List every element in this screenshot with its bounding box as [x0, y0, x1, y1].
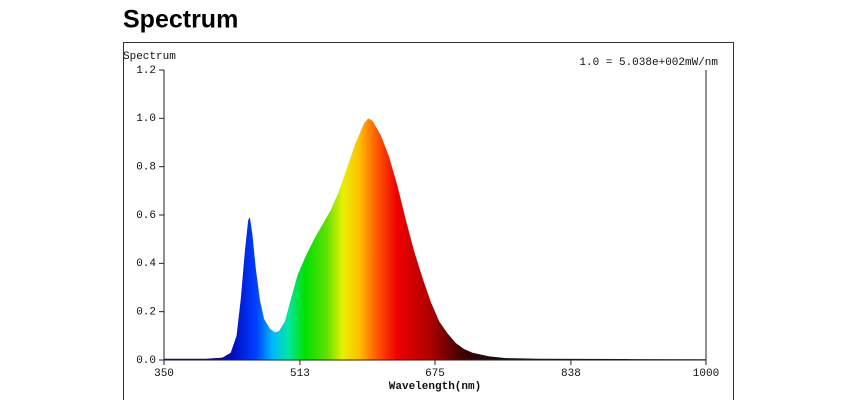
x-tick-label: 838 [561, 368, 581, 380]
x-axis-label: Wavelength(nm) [389, 381, 481, 393]
y-tick-label: 0.4 [136, 258, 156, 270]
y-tick-label: 1.0 [136, 113, 156, 125]
annotation: 1.0 = 5.038e+002mW/nm [579, 57, 718, 69]
spectrum-area [164, 118, 706, 360]
y-tick-label: 0.6 [136, 210, 156, 222]
y-tick-label: 1.2 [136, 65, 156, 77]
y-tick-label: 0.0 [136, 355, 156, 367]
plot-area: 0.0 0.2 0.4 0.6 0.8 1.0 1.2 350 513 675 838 1000 [136, 65, 719, 380]
y-tick-label: 0.2 [136, 307, 156, 319]
y-tick-label: 0.8 [136, 162, 156, 174]
page-title: Spectrum [123, 6, 238, 34]
x-tick-label: 513 [290, 368, 310, 380]
y-axis-label: Spectrum [123, 51, 176, 63]
x-tick-label: 1000 [693, 368, 719, 380]
chart-frame [123, 42, 734, 400]
x-tick-label: 350 [154, 368, 174, 380]
x-tick-label: 675 [425, 368, 445, 380]
